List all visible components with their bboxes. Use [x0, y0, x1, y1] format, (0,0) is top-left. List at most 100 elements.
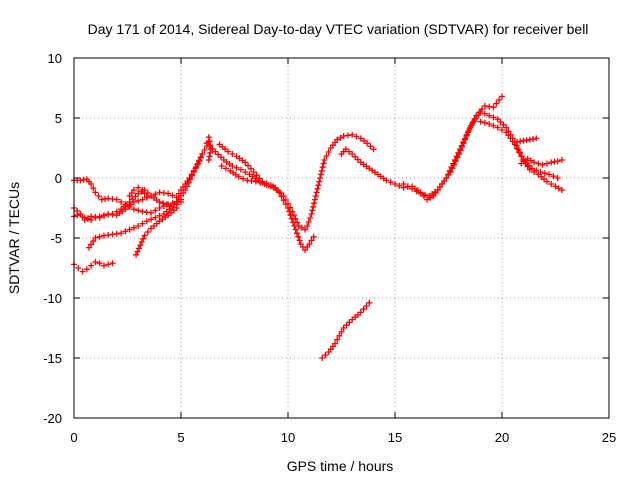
data-point [77, 211, 84, 217]
data-point [322, 352, 329, 358]
data-point [143, 194, 150, 201]
data-point [92, 235, 99, 241]
data-point [92, 259, 99, 265]
data-point [349, 131, 356, 138]
data-point [364, 140, 371, 147]
data-point [490, 114, 497, 121]
y-tick-label: 10 [48, 51, 62, 66]
data-point [187, 176, 194, 183]
data-point [109, 260, 116, 267]
data-point [126, 199, 133, 205]
data-point [518, 160, 525, 167]
data-point [308, 237, 315, 244]
data-point [535, 160, 542, 167]
series-arc-j [218, 163, 277, 190]
data-point [451, 157, 458, 163]
data-point [518, 153, 525, 160]
data-point [520, 157, 527, 163]
data-point [96, 213, 103, 220]
data-point [296, 237, 303, 244]
data-point [148, 216, 155, 223]
data-point [543, 178, 550, 185]
data-point [349, 151, 356, 157]
data-point [88, 181, 95, 187]
data-point [524, 163, 531, 170]
data-point [189, 172, 196, 179]
series-arc-p [513, 135, 540, 145]
data-point [370, 146, 377, 153]
data-point [79, 268, 86, 275]
data-point [477, 118, 484, 125]
data-point [445, 171, 452, 178]
data-point [345, 148, 352, 155]
x-tick-label: 0 [70, 430, 77, 445]
data-point [96, 260, 103, 267]
data-point [250, 169, 257, 175]
data-point [288, 215, 295, 222]
data-point [413, 188, 420, 195]
data-point [215, 151, 222, 158]
data-point [340, 325, 347, 331]
data-point [160, 200, 167, 207]
data-point [207, 142, 214, 149]
data-point [276, 189, 283, 196]
data-point [490, 122, 497, 129]
data-point [92, 189, 99, 196]
data-point [323, 153, 330, 159]
data-point [310, 203, 317, 210]
data-point [242, 159, 249, 166]
data-point [88, 262, 95, 269]
data-point [360, 137, 367, 144]
data-point [229, 163, 236, 169]
data-point [245, 162, 252, 169]
data-point [237, 166, 244, 173]
data-point [293, 230, 300, 237]
data-point [90, 185, 97, 192]
data-point [148, 209, 155, 216]
data-point [135, 207, 142, 214]
data-point [494, 116, 501, 123]
data-point [310, 233, 317, 240]
data-point [357, 135, 364, 142]
data-point [353, 133, 360, 140]
data-point [531, 169, 538, 175]
data-point [524, 155, 531, 162]
data-point [366, 299, 373, 306]
data-point [242, 169, 249, 175]
data-point [295, 233, 302, 240]
data-point [286, 208, 293, 215]
data-point [496, 97, 503, 103]
data-point [195, 158, 202, 165]
data-point [450, 160, 457, 167]
data-point [201, 147, 208, 153]
data-point [363, 303, 370, 309]
x-tick-label: 25 [602, 430, 616, 445]
data-point [141, 232, 148, 239]
data-point [383, 177, 390, 184]
series-arc-b [71, 151, 206, 216]
data-point [455, 149, 462, 156]
data-point [205, 134, 212, 141]
data-point [218, 163, 225, 169]
data-point [173, 205, 180, 211]
data-point [481, 110, 488, 117]
data-point [409, 185, 416, 192]
data-point [465, 128, 472, 135]
data-point [137, 242, 144, 249]
tick-labels: 0 5 10 15 20 25 -20 -15 -10 -5 0 5 10 [43, 51, 616, 445]
data-point [306, 241, 313, 247]
x-tick-label: 15 [388, 430, 402, 445]
data-point [396, 182, 403, 189]
data-point [156, 205, 163, 211]
data-point [336, 332, 343, 339]
data-point [152, 207, 159, 214]
data-point [458, 142, 465, 149]
data-point [205, 157, 212, 163]
data-point [135, 190, 142, 197]
x-tick-label: 10 [281, 430, 295, 445]
data-point [229, 151, 236, 157]
data-point [90, 238, 97, 245]
data-point [212, 148, 219, 155]
data-point [552, 183, 559, 190]
data-point [169, 203, 176, 210]
